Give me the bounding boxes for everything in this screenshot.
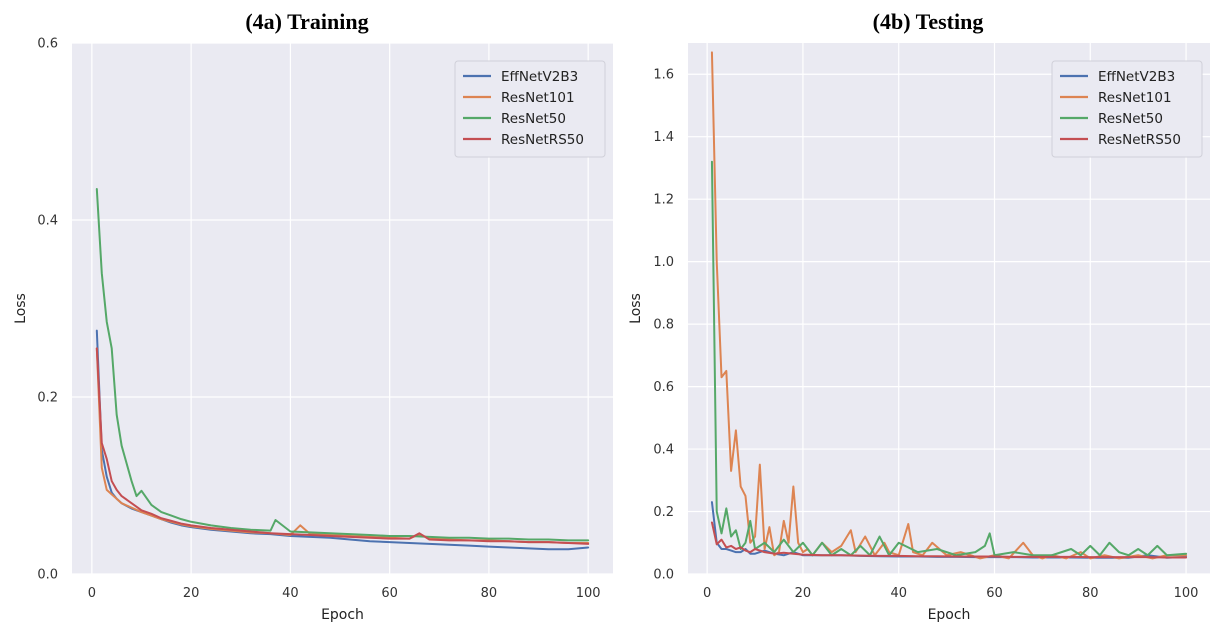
- y-tick-label: 0.6: [653, 380, 674, 395]
- y-tick-label: 0.4: [653, 443, 674, 458]
- y-axis-label: Loss: [628, 293, 644, 324]
- y-tick-label: 1.0: [653, 255, 674, 270]
- legend-label: EffNetV2B3: [1098, 69, 1175, 85]
- x-tick-label: 60: [986, 586, 1003, 601]
- y-tick-label: 0.6: [37, 37, 58, 52]
- y-tick-label: 0.2: [37, 391, 58, 406]
- y-tick-label: 1.2: [653, 193, 674, 208]
- x-axis-label: Epoch: [928, 607, 971, 622]
- series-line-resnet50: [95, 188, 590, 542]
- chart-title: (4b) Testing: [873, 9, 984, 34]
- x-tick-label: 0: [88, 586, 96, 601]
- y-tick-label: 1.6: [653, 68, 674, 83]
- legend-label: ResNetRS50: [501, 132, 584, 148]
- legend-label: ResNet50: [501, 111, 566, 127]
- chart-title: (4a) Training: [245, 9, 368, 34]
- legend-label: ResNet101: [501, 90, 575, 106]
- x-tick-label: 40: [890, 586, 907, 601]
- legend-label: EffNetV2B3: [501, 69, 578, 85]
- chart-panel-2: 0.0 0.2 0.4 0.6 0.8 1.0 1.2 1.4 1.6 0 20 40 60 80 100 E…: [628, 9, 1210, 622]
- legend-label: ResNet101: [1098, 90, 1172, 106]
- x-tick-label: 40: [282, 586, 299, 601]
- x-tick-label: 100: [576, 586, 601, 601]
- y-tick-label: 0.0: [653, 568, 674, 583]
- y-tick-label: 0.0: [37, 568, 58, 583]
- x-tick-label: 60: [381, 586, 398, 601]
- legend-frame: [1051, 60, 1203, 158]
- series-line-resnetrs50: [710, 521, 1188, 559]
- x-tick-label: 0: [703, 586, 711, 601]
- legend-label: ResNet50: [1098, 111, 1163, 127]
- y-tick-label: 0.2: [653, 505, 674, 520]
- x-axis-label: Epoch: [321, 607, 364, 622]
- legend: EffNetV2B3 ResNet101 ResNet50 ResNetRS50: [454, 60, 606, 158]
- y-tick-label: 0.8: [653, 318, 674, 333]
- x-tick-label: 80: [481, 586, 498, 601]
- series-line-resnetrs50: [95, 347, 590, 545]
- x-tick-label: 100: [1174, 586, 1199, 601]
- x-tick-label: 20: [795, 586, 812, 601]
- y-axis-label: Loss: [13, 293, 29, 324]
- x-tick-label: 80: [1082, 586, 1099, 601]
- y-tick-label: 1.4: [653, 130, 674, 145]
- x-tick-label: 20: [183, 586, 200, 601]
- y-tick-label: 0.4: [37, 214, 58, 229]
- chart-panel-1: 0.0 0.2 0.4 0.6 0 20 40 60 80 100 Epoch Loss (4a) Tr…: [13, 9, 613, 622]
- legend-frame: [454, 60, 606, 158]
- legend-label: ResNetRS50: [1098, 132, 1181, 148]
- legend: EffNetV2B3 ResNet101 ResNet50 ResNetRS50: [1051, 60, 1203, 158]
